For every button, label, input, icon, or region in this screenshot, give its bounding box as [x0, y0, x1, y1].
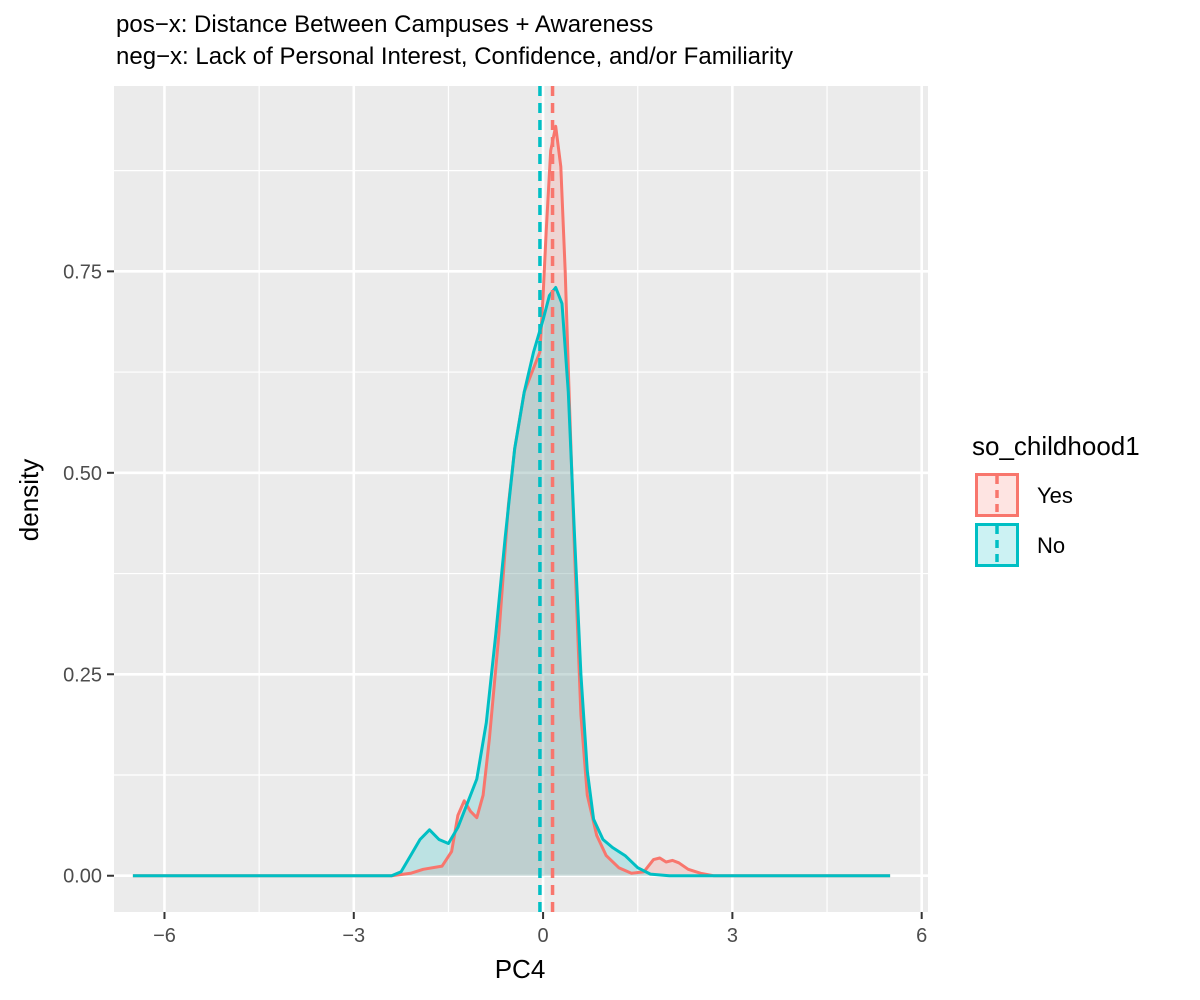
density-line-yes — [132, 124, 891, 878]
legend: so_childhood1 Yes No — [972, 431, 1140, 567]
x-axis-title: PC4 — [495, 954, 546, 984]
legend-title: so_childhood1 — [972, 431, 1140, 461]
y-tick-label: 0.50 — [63, 463, 102, 485]
title: pos−x: Distance Between Campuses + Aware… — [116, 11, 793, 70]
grid-lines — [114, 86, 928, 912]
x-tick-label: 3 — [727, 925, 738, 947]
x-tick-label: 6 — [916, 925, 927, 947]
title-line-2: neg−x: Lack of Personal Interest, Confid… — [116, 43, 793, 70]
title-line-1: pos−x: Distance Between Campuses + Aware… — [116, 11, 653, 38]
y-tick-label: 0.75 — [63, 261, 102, 283]
density-areas — [132, 126, 891, 876]
density-area-yes — [132, 126, 891, 876]
density-lines — [132, 124, 891, 878]
mean-lines — [538, 86, 555, 912]
legend-label-no: No — [1037, 533, 1065, 558]
y-tick-label: 0.00 — [63, 866, 102, 888]
y-tick-label: 0.25 — [63, 664, 102, 686]
y-axis: 0.00 0.25 0.50 0.75 — [63, 261, 114, 888]
plot-panel — [114, 86, 928, 912]
x-tick-label: −6 — [153, 925, 176, 947]
x-tick-label: −3 — [342, 925, 365, 947]
density-line-no — [132, 286, 891, 878]
x-axis: −6 −3 0 3 6 — [153, 912, 927, 947]
legend-label-yes: Yes — [1037, 483, 1073, 508]
y-axis-title: density — [14, 459, 44, 541]
x-tick-label: 0 — [538, 925, 549, 947]
density-area-no — [132, 287, 891, 876]
